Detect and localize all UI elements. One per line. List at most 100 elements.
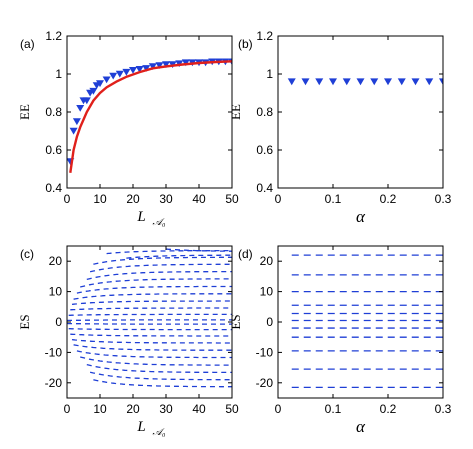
- panel-label-c: (c): [20, 247, 34, 261]
- x-tick-label: 20: [126, 402, 140, 416]
- panel-d: 0 0.1 0.2 0.3 -20 -10 0 10 20 ES α: [228, 245, 452, 436]
- plot-area: [67, 58, 232, 173]
- data-point: [129, 67, 137, 74]
- x-axis-label: L: [136, 419, 145, 435]
- es-level-line: [70, 307, 232, 311]
- y-tick-label: 20: [49, 254, 63, 268]
- axes-frame: [277, 35, 444, 189]
- y-tick-label: 0.4: [45, 181, 62, 195]
- data-point: [122, 68, 131, 76]
- data-point: [439, 78, 443, 86]
- y-tick-label: 1: [55, 67, 62, 81]
- x-tick-label: 0.1: [325, 192, 342, 206]
- plot-area: [291, 254, 443, 389]
- data-point: [96, 80, 104, 88]
- x-tick-label: 20: [126, 192, 140, 206]
- y-axis-label: EE: [228, 104, 243, 120]
- y-tick-label: 0.8: [256, 105, 273, 119]
- data-point: [69, 127, 78, 135]
- es-level-line: [80, 356, 232, 366]
- axes-frame: [277, 245, 444, 399]
- data-point: [181, 59, 190, 67]
- data-point: [287, 78, 296, 86]
- es-level-line: [89, 263, 232, 273]
- x-tick-label: 0: [64, 402, 71, 416]
- y-axis-label: EE: [17, 104, 32, 120]
- panel-label-b: (b): [238, 37, 253, 51]
- x-tick-label: 0.2: [380, 192, 397, 206]
- y-axis-label: ES: [17, 314, 32, 329]
- panel-b: 0 0.1 0.2 0.3 0.4 0.6 0.8 1 1.2 EE α: [228, 29, 452, 226]
- y-tick-label: 0.4: [256, 181, 273, 195]
- y-tick-label: 0.8: [45, 105, 62, 119]
- x-tick-label: 0: [275, 192, 282, 206]
- data-point: [102, 76, 111, 84]
- x-tick-label: 0.3: [435, 192, 452, 206]
- es-level-line: [71, 300, 232, 306]
- x-tick-label: 40: [192, 192, 206, 206]
- es-level-line: [67, 319, 232, 322]
- y-tick-label: 10: [49, 285, 63, 299]
- axes-frame: [66, 35, 233, 189]
- y-tick-label: 10: [260, 285, 274, 299]
- es-level-line: [73, 293, 232, 300]
- es-level-line: [73, 344, 232, 351]
- es-level-line: [86, 363, 232, 374]
- data-point: [135, 66, 144, 73]
- data-point: [155, 62, 164, 70]
- data-point: [142, 65, 151, 72]
- x-tick-label: 50: [225, 402, 239, 416]
- data-point: [356, 78, 365, 86]
- data-point: [115, 70, 124, 78]
- es-level-line: [67, 322, 232, 325]
- data-point: [76, 105, 85, 112]
- x-tick-label: 0: [64, 192, 71, 206]
- y-tick-label: 0.6: [256, 143, 273, 157]
- x-tick-label: 30: [159, 192, 173, 206]
- plot-area: [67, 248, 232, 388]
- es-level-line: [80, 278, 232, 288]
- data-point: [342, 78, 351, 86]
- x-axis-label-subscript: 𝒜₀: [153, 217, 166, 228]
- data-point: [425, 78, 434, 86]
- panel-c: 0 10 20 30 40 50 -20 -10 0 10 20 ES L 𝒜₀: [17, 245, 239, 438]
- y-tick-label: 0: [55, 315, 62, 329]
- y-tick-label: 0: [266, 315, 273, 329]
- data-point: [329, 78, 337, 86]
- panel-label-d: (d): [238, 247, 253, 261]
- plot-area: [287, 78, 443, 86]
- es-level-line: [68, 328, 232, 331]
- es-level-line: [70, 333, 232, 337]
- data-point: [397, 78, 406, 86]
- x-tick-label: 0: [275, 402, 282, 416]
- x-tick-label: 10: [93, 402, 107, 416]
- es-level-line: [76, 350, 232, 359]
- y-tick-label: -20: [256, 376, 274, 390]
- x-axis-label-subscript: 𝒜₀: [153, 427, 166, 438]
- x-axis-label: L: [136, 209, 145, 225]
- series-line: [69, 60, 232, 173]
- y-tick-label: 1.2: [256, 29, 273, 43]
- y-tick-label: 1: [266, 67, 273, 81]
- y-tick-label: 0.6: [45, 143, 62, 157]
- es-level-line: [71, 338, 232, 344]
- x-tick-label: 40: [192, 402, 206, 416]
- y-tick-label: -20: [45, 376, 63, 390]
- es-level-line: [126, 254, 232, 259]
- es-level-line: [76, 285, 232, 294]
- x-tick-label: 50: [225, 192, 239, 206]
- panel-a: 0 10 20 30 40 50 0.4 0.6 0.8 1 1.2 EE L 𝒜₀: [17, 29, 239, 228]
- es-level-line: [165, 248, 232, 252]
- y-axis-label: ES: [228, 314, 243, 329]
- data-point: [148, 63, 157, 70]
- x-tick-label: 10: [93, 192, 107, 206]
- axes-frame: [66, 245, 233, 399]
- data-point: [89, 87, 98, 95]
- x-tick-label: 0.1: [325, 402, 342, 416]
- data-point: [315, 78, 324, 86]
- data-point: [384, 78, 392, 86]
- y-tick-label: 1.2: [45, 29, 62, 43]
- es-level-line: [68, 313, 232, 316]
